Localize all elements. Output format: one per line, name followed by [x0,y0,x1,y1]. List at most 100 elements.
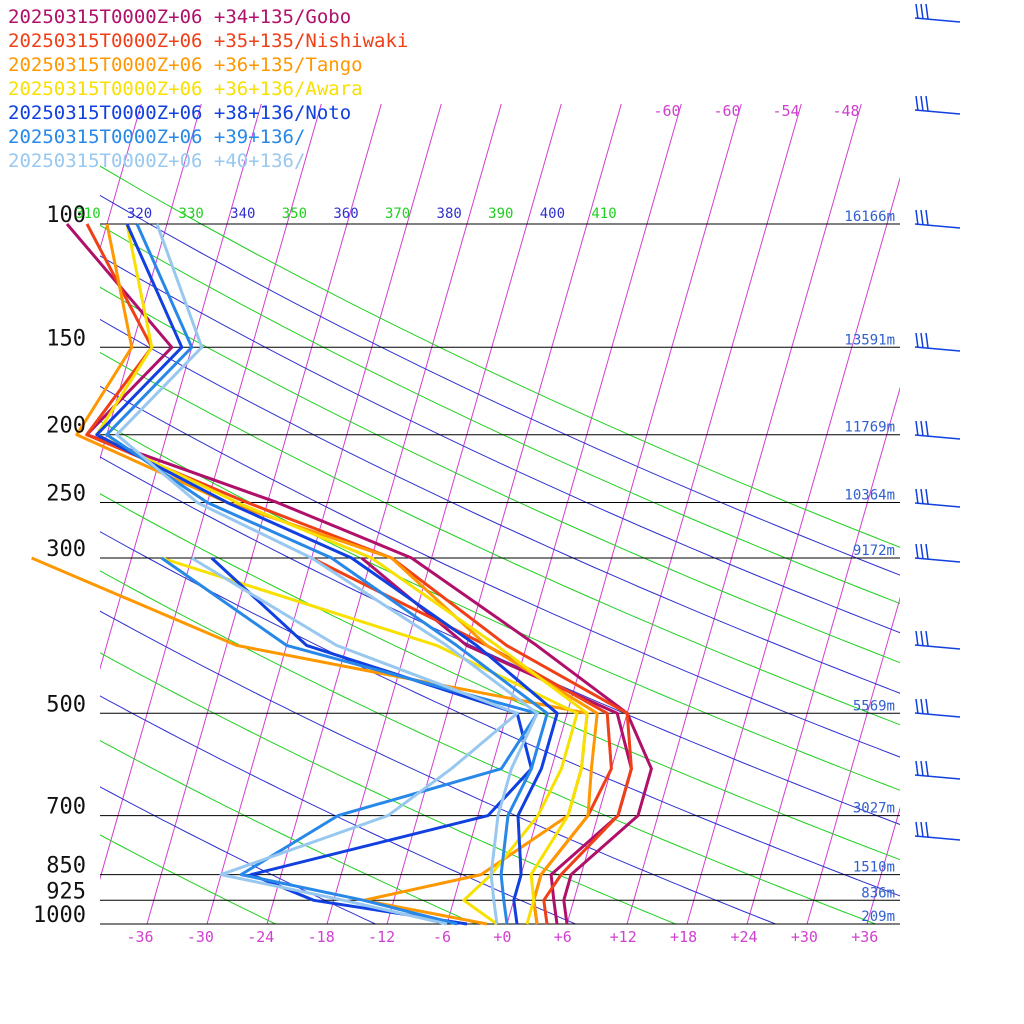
sounding-series [31,223,653,926]
isotherm-label: -54 [772,102,799,120]
dry-adiabat-line [100,420,900,791]
theta-label: 370 [385,206,410,222]
dry-adiabat-line [100,834,276,924]
dry-adiabat-line [100,255,900,634]
dry-adiabat-line [100,194,900,576]
wind-barb [914,332,961,352]
series-dewpoint-line [210,556,533,926]
theta-label: 410 [591,206,616,222]
isotherm-line [866,806,900,924]
legend-entry: 20250315T0000Z+06 +36+136/Awara [8,78,363,100]
wind-barb [914,630,961,650]
height-label: 10364m [844,488,895,504]
dry-adiabat-line [100,351,900,726]
isobar-lines [100,223,900,925]
wind-barb [914,95,961,115]
series-dewpoint-line [31,556,589,926]
pressure-tick-label: 1000 [33,903,86,928]
theta-label: 320 [127,206,152,222]
temperature-tick-label: -24 [247,928,274,946]
dry-adiabat-line [100,531,900,897]
wind-barb [914,420,961,440]
dry-adiabat-line [100,456,900,825]
height-label: 9172m [853,543,895,559]
height-label: 3027m [853,801,895,817]
height-label: 16166m [844,209,895,225]
temperature-tick-label: -12 [368,928,395,946]
dry-adiabat-line [100,570,876,924]
temperature-tick-label: -6 [433,928,451,946]
temperature-tick-label: +18 [670,928,697,946]
isotherm-line [927,0,1024,924]
legend-entry: 20250315T0000Z+06 +39+136/ [8,126,306,148]
dry-adiabat-line [100,286,900,664]
dry-adiabat-line [100,385,900,758]
wind-barbs [914,3,961,841]
theta-label: 340 [230,206,255,222]
height-label: 836m [861,885,895,901]
height-label: 13591m [844,332,895,348]
wind-barb [914,821,961,841]
temperature-tick-label: -30 [187,928,214,946]
pressure-tick-label: 700 [46,795,86,820]
dry-adiabat-line [100,740,476,924]
isotherm-label: -60 [653,102,680,120]
theta-label: 330 [179,206,204,222]
dry-adiabat-line [100,318,900,694]
isotherm-line [686,176,900,924]
pressure-tick-label: 200 [46,414,86,439]
wind-barb [914,488,961,508]
wind-barb [914,698,961,718]
wind-barb [914,760,961,780]
dry-adiabat-line [100,610,776,924]
isotherm-line [987,0,1024,924]
isotherm-line [626,104,862,924]
isotherm-line [746,386,900,924]
series-dewpoint-line [190,556,519,926]
chart-legend: 20250315T0000Z+06 +34+135/Gobo 20250315T0… [8,5,408,173]
pressure-tick-label: 300 [46,537,86,562]
wind-barb [914,543,961,563]
temperature-tick-label: +24 [730,928,757,946]
wind-barb [914,209,961,229]
dry-adiabat-line [100,165,900,548]
wind-barb [914,3,961,23]
series-dewpoint-line [160,556,539,926]
theta-label: 380 [437,206,462,222]
pressure-tick-label: 100 [46,203,86,228]
theta-label: 400 [540,206,565,222]
height-label: 5569m [853,698,895,714]
height-label: 1510m [853,860,895,876]
theta-label: 390 [488,206,513,222]
height-label: 209m [861,909,895,925]
series-temperature-line [115,223,539,925]
legend-entry: 20250315T0000Z+06 +38+136/Noto [8,102,352,124]
legend-entry: 20250315T0000Z+06 +34+135/Gobo [8,6,352,28]
series-temperature-line [85,223,633,925]
temperature-tick-label: +36 [851,928,878,946]
theta-label: 360 [333,206,358,222]
series-temperature-line [105,223,549,925]
isotherm-line [0,0,7,924]
pressure-tick-label: 250 [46,482,86,507]
series-temperature-line [95,223,589,925]
dry-adiabat-line [100,493,900,861]
temperature-tick-label: -18 [308,928,335,946]
isotherm-label: -60 [713,102,740,120]
legend-entry: 20250315T0000Z+06 +35+135/Nishiwaki [8,30,409,52]
series-temperature-line [95,223,559,925]
dry-adiabat-line [100,224,900,605]
dry-adiabat-line [100,695,576,924]
series-temperature-line [65,223,653,925]
temperature-tick-label: +30 [791,928,818,946]
isotherm-line [566,104,802,924]
temperature-tick-label: +6 [554,928,572,946]
legend-entry: 20250315T0000Z+06 +36+135/Tango [8,54,363,76]
pressure-tick-label: 925 [46,879,86,904]
temperature-tick-label: -36 [126,928,153,946]
isotherm-line [806,596,900,924]
pressure-tick-label: 850 [46,854,86,879]
temperature-tick-label: +12 [610,928,637,946]
